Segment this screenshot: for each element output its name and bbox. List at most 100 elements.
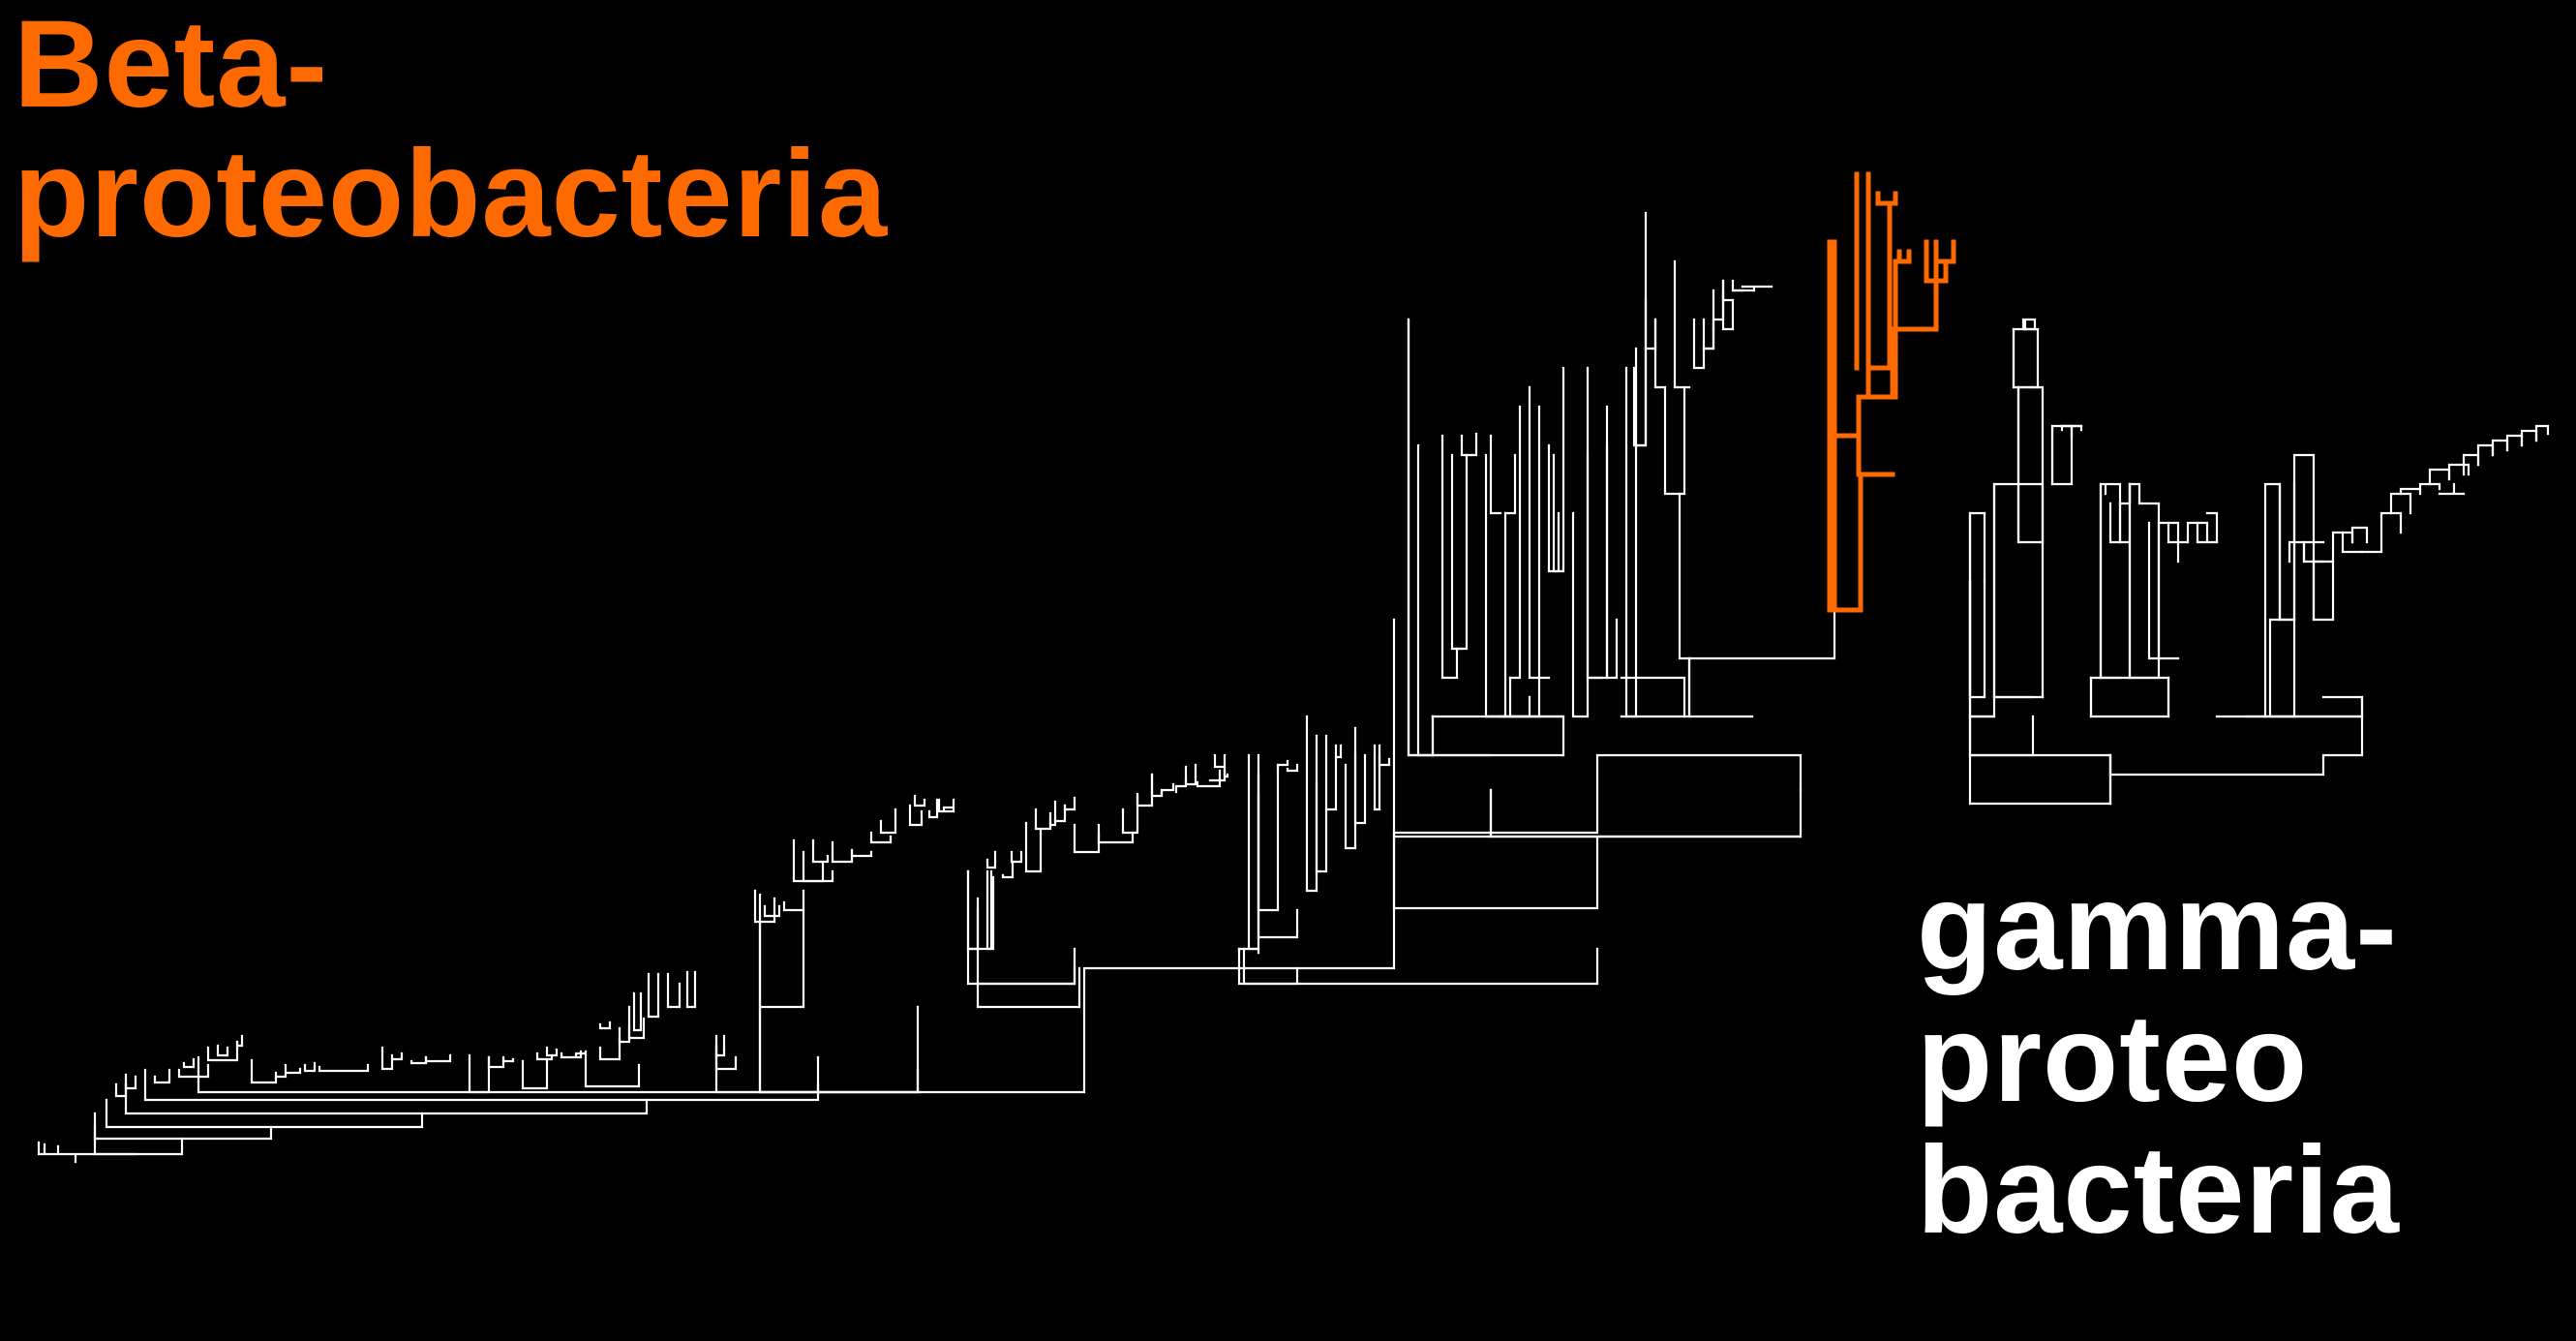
- tree-branch: [1624, 366, 1638, 718]
- tree-branch: [1276, 759, 1289, 771]
- tree-branch: [618, 1024, 631, 1044]
- tree-branch: [37, 1141, 137, 1164]
- tree-branch: [1470, 432, 1478, 457]
- tree-branch: [1450, 453, 1464, 651]
- tree-branch: [1286, 763, 1299, 773]
- tree-branch: [913, 794, 926, 808]
- tree-branch: [966, 869, 980, 951]
- tree-branch: [303, 1061, 317, 1073]
- tree-branch: [714, 1055, 820, 1094]
- tree-branch: [1053, 800, 1067, 823]
- tree-branch: [1731, 279, 1744, 292]
- tree-branch: [535, 1051, 554, 1061]
- tree-branch: [1865, 171, 1893, 371]
- tree-branch: [966, 869, 993, 951]
- tree-branch: [632, 991, 643, 1032]
- beta-clade-branches: [1827, 171, 1956, 613]
- tree-branch: [2099, 482, 2122, 680]
- tree-branch: [1001, 860, 1015, 879]
- tree-branch: [2012, 327, 2040, 389]
- tree-branch: [2060, 424, 2083, 432]
- tree-branch: [2476, 443, 2495, 467]
- tree-branch: [1213, 753, 1227, 769]
- tree-branch: [1136, 773, 1154, 808]
- tree-branch: [1489, 434, 1502, 515]
- tree-branch: [545, 1046, 559, 1057]
- tree-branch: [1489, 788, 1803, 838]
- tree-branch: [93, 1112, 273, 1141]
- tree-branch: [1653, 318, 1667, 389]
- tree-branch: [1968, 511, 1986, 718]
- tree-branch: [666, 972, 682, 1009]
- tree-branch: [916, 753, 1803, 1094]
- tree-branch: [2341, 531, 2364, 554]
- tree-branch: [2108, 502, 2132, 544]
- tree-branch: [1353, 753, 1367, 825]
- tree-branch: [2268, 618, 2296, 718]
- tree-branch: [2312, 531, 2354, 622]
- tree-branch: [1431, 715, 1565, 757]
- tree-branch: [2196, 521, 2219, 544]
- tree-branch: [1687, 656, 1754, 718]
- tree-branch: [1024, 821, 1043, 873]
- tree-branch: [380, 1046, 394, 1071]
- tree-branch: [2268, 453, 2316, 622]
- tree-branch: [1208, 769, 1227, 782]
- tree-branch: [1968, 715, 2035, 757]
- tree-branch: [1968, 511, 1986, 699]
- tree-branch: [1721, 289, 1735, 302]
- tree-branch: [1875, 191, 1898, 206]
- tree-branch: [1644, 298, 1657, 350]
- tree-branch: [2118, 482, 2132, 544]
- gamma-proteobacteria-label: gamma- proteo bacteria: [1917, 862, 2400, 1257]
- tree-branch: [2128, 482, 2161, 680]
- tree-branch: [1678, 492, 1691, 660]
- tree-branch: [1416, 443, 1435, 757]
- tree-branch: [758, 893, 922, 1094]
- tree-branch: [2167, 521, 2190, 544]
- tree-branch: [714, 1046, 726, 1057]
- tree-branch: [758, 908, 805, 1009]
- gamma-label-line3: bacteria: [1917, 1121, 2400, 1260]
- tree-branch: [1508, 405, 1522, 680]
- tree-branch: [521, 1057, 549, 1090]
- tree-branch: [1237, 947, 1299, 986]
- tree-branch: [206, 1040, 239, 1062]
- tree-branch: [598, 1021, 612, 1030]
- tree-branch: [2278, 482, 2296, 622]
- tree-branch: [753, 889, 776, 924]
- tree-branch: [1687, 240, 1836, 660]
- tree-branch: [2520, 429, 2538, 447]
- tree-branch: [627, 1005, 646, 1040]
- tree-branch: [714, 1034, 726, 1059]
- tree-branch: [93, 1125, 184, 1156]
- tree-branch: [2288, 540, 2306, 564]
- tree-branch: [182, 1057, 196, 1069]
- tree-branch: [927, 798, 939, 819]
- tree-branch: [2312, 560, 2335, 622]
- tree-branch: [124, 1082, 649, 1115]
- tree-branch: [1392, 618, 1599, 910]
- tree-branch: [1242, 947, 1599, 986]
- beta-proteobacteria-label: Beta- proteobacteria: [14, 0, 888, 259]
- tree-branch: [2438, 482, 2466, 496]
- tree-branch: [235, 1034, 244, 1048]
- tree-branch: [1702, 318, 1715, 350]
- tree-branch: [1712, 279, 1725, 331]
- tree-branch: [782, 889, 805, 912]
- tree-branch: [468, 1053, 491, 1094]
- tree-branch: [501, 1055, 515, 1063]
- tree-branch: [1827, 239, 1895, 613]
- tree-branch: [1160, 782, 1175, 796]
- tree-branch: [879, 808, 897, 835]
- tree-branch: [811, 838, 830, 864]
- tree-branch: [584, 1053, 641, 1088]
- tree-branch: [1407, 318, 1435, 757]
- tree-branch: [1407, 318, 1435, 757]
- tree-branch: [937, 798, 955, 813]
- tree-branch: [1571, 366, 1590, 718]
- tree-branch: [1933, 239, 1956, 264]
- tree-branch: [1440, 434, 1459, 680]
- tree-branch: [1223, 765, 1229, 778]
- beta-label-line1: Beta-: [14, 0, 329, 134]
